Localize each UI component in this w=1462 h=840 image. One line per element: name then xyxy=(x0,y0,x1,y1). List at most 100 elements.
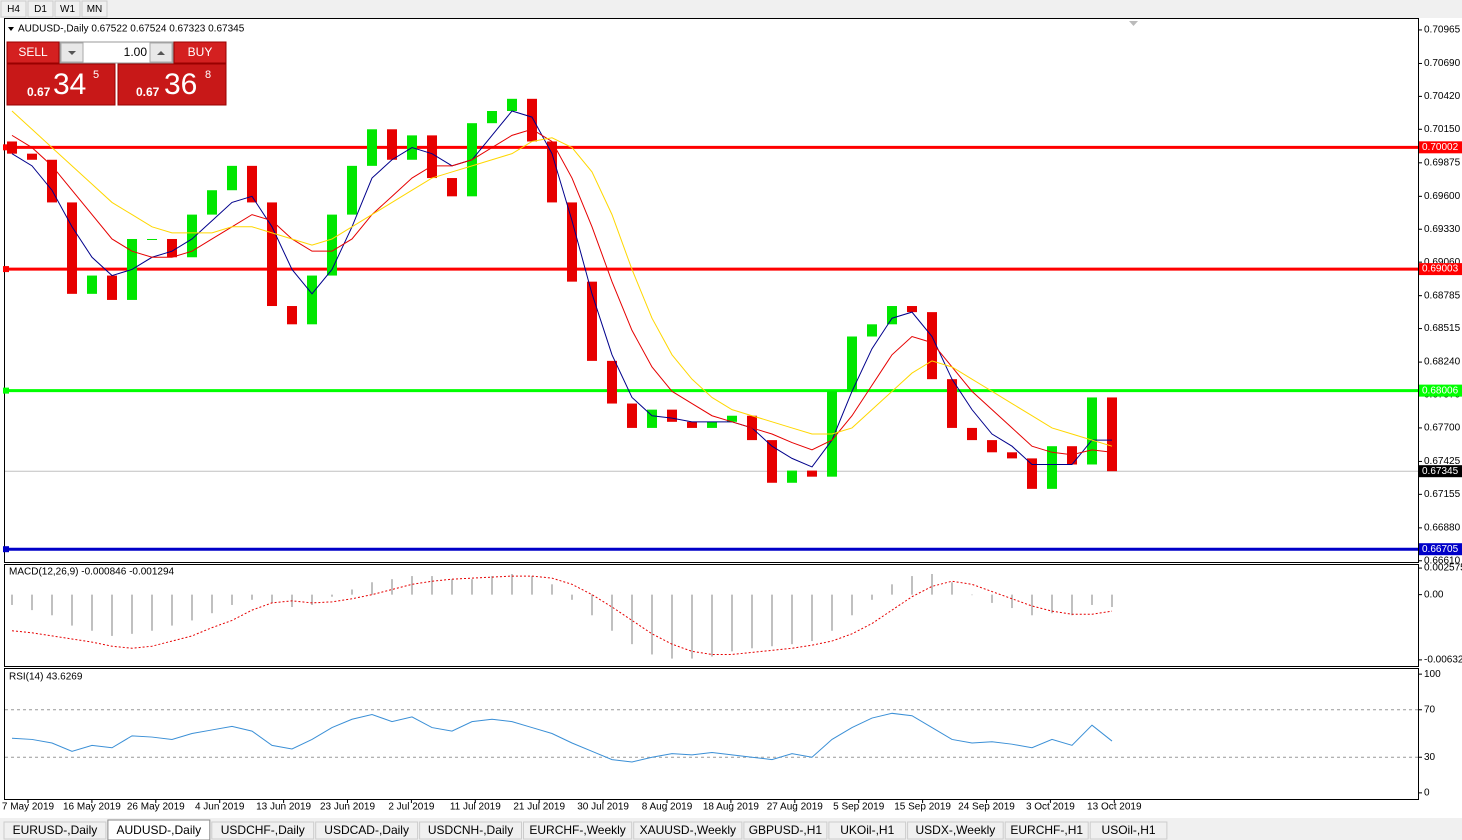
candle-body xyxy=(287,306,297,325)
lot-up-arrow xyxy=(157,51,165,55)
macd-bar xyxy=(711,594,713,657)
macd-bar xyxy=(191,594,193,621)
macd-bar xyxy=(691,594,693,659)
lot-input[interactable] xyxy=(59,41,174,64)
macd-bar xyxy=(351,589,353,595)
buy-label[interactable]: BUY xyxy=(188,45,213,59)
macd-bar xyxy=(791,594,793,645)
candle-body xyxy=(27,153,37,160)
macd-bar xyxy=(311,594,313,605)
tab[interactable] xyxy=(1004,821,1089,840)
tab[interactable] xyxy=(743,821,828,840)
candle-body xyxy=(327,214,337,276)
tab-label[interactable]: EURCHF-,Weekly xyxy=(529,823,625,837)
timeframe-label[interactable]: D1 xyxy=(34,4,47,15)
timeframe-button[interactable] xyxy=(27,0,54,18)
tab[interactable] xyxy=(523,821,633,840)
candle-body xyxy=(507,98,517,112)
level-label-box xyxy=(1419,141,1462,154)
tab[interactable] xyxy=(828,821,907,840)
macd-bar xyxy=(111,594,113,636)
macd-title: MACD(12,26,9) -0.000846 -0.001294 xyxy=(9,567,175,578)
tab[interactable] xyxy=(3,821,107,840)
candle-body xyxy=(387,129,397,160)
tab[interactable] xyxy=(1089,821,1168,840)
sell-price-prefix: 0.67 xyxy=(27,85,51,99)
timeframe-label[interactable]: H4 xyxy=(7,4,20,15)
macd-bar xyxy=(871,594,873,600)
candle-body xyxy=(547,141,557,203)
buy-price-box[interactable] xyxy=(117,63,227,106)
macd-bar xyxy=(331,594,333,597)
sell-price-box[interactable] xyxy=(6,63,116,106)
macd-bar xyxy=(231,594,233,605)
price-tick-label: 0.70965 xyxy=(1424,25,1461,36)
tab[interactable] xyxy=(315,821,419,840)
candle-body xyxy=(487,111,497,124)
candle-body xyxy=(927,312,937,380)
tab-label[interactable]: AUDUSD-,Daily xyxy=(117,823,202,837)
tab-label[interactable]: EURCHF-,H1 xyxy=(1010,823,1083,837)
date-label: 26 May 2019 xyxy=(127,802,185,813)
macd-bar xyxy=(771,594,773,647)
macd-bar xyxy=(1111,594,1113,608)
candle-body xyxy=(887,306,897,325)
timeframe-label[interactable]: W1 xyxy=(60,4,75,15)
tab-label[interactable]: USOil-,H1 xyxy=(1102,823,1156,837)
candle-body xyxy=(107,275,117,300)
tab-label[interactable]: USDCNH-,Daily xyxy=(428,823,513,837)
tab-label[interactable]: USDX-,Weekly xyxy=(916,823,996,837)
macd-bar xyxy=(1071,594,1073,616)
candle-body xyxy=(607,360,617,404)
macd-bar xyxy=(151,594,153,631)
tab[interactable] xyxy=(633,821,743,840)
rsi-tick-label: 0 xyxy=(1424,788,1430,799)
tab[interactable] xyxy=(211,821,315,840)
candle-body xyxy=(527,98,537,142)
candle-body xyxy=(967,427,977,441)
sell-button[interactable] xyxy=(6,41,60,64)
tab[interactable] xyxy=(107,819,211,840)
macd-bar xyxy=(591,594,593,616)
price-tick-label: 0.66880 xyxy=(1424,523,1461,534)
tab[interactable] xyxy=(907,821,1004,840)
tab-label[interactable]: EURUSD-,Daily xyxy=(13,823,98,837)
tab-label[interactable]: USDCAD-,Daily xyxy=(324,823,409,837)
candle-body xyxy=(707,421,717,428)
macd-bar xyxy=(551,584,553,595)
sell-price-big: 34 xyxy=(53,68,86,101)
macd-bar xyxy=(991,594,993,603)
level-handle xyxy=(3,387,9,394)
level-handle xyxy=(3,266,9,273)
lot-value[interactable]: 1.00 xyxy=(124,45,148,59)
tab-label[interactable]: USDCHF-,Daily xyxy=(221,823,305,837)
rsi-tick-label: 30 xyxy=(1424,752,1436,763)
timeframe-button[interactable] xyxy=(81,0,108,18)
tab-label[interactable]: XAUUSD-,Weekly xyxy=(640,823,736,837)
candle-body xyxy=(1107,397,1117,472)
shift-marker xyxy=(1129,21,1138,26)
tab-label[interactable]: GBPUSD-,H1 xyxy=(749,823,823,837)
price-tick-label: 0.67700 xyxy=(1424,423,1461,434)
main-panel-frame xyxy=(4,18,1419,563)
macd-tick-label: 0.00 xyxy=(1424,589,1444,600)
date-label: 7 May 2019 xyxy=(2,802,55,813)
date-label: 3 Oct 2019 xyxy=(1026,802,1075,813)
macd-tick-label: 0.002575 xyxy=(1424,563,1462,574)
timeframe-label[interactable]: MN xyxy=(87,4,103,15)
chart-title: AUDUSD-,Daily 0.67522 0.67524 0.67323 0.… xyxy=(18,24,245,35)
macd-bar xyxy=(131,594,133,634)
macd-bar xyxy=(911,576,913,595)
buy-button[interactable] xyxy=(173,41,227,64)
price-tick-label: 0.69330 xyxy=(1424,224,1461,235)
macd-bar xyxy=(611,594,613,631)
timeframe-button[interactable] xyxy=(0,0,27,18)
macd-bar xyxy=(51,594,53,616)
tab[interactable] xyxy=(419,821,523,840)
timeframe-button[interactable] xyxy=(54,0,81,18)
macd-bar xyxy=(1031,594,1033,616)
trade-panel: SELL 1.00 BUY 0.67 34 5 0.67 36 8 xyxy=(6,41,227,106)
macd-bar xyxy=(271,594,273,603)
tab-label[interactable]: UKOil-,H1 xyxy=(840,823,894,837)
sell-label[interactable]: SELL xyxy=(18,45,48,59)
